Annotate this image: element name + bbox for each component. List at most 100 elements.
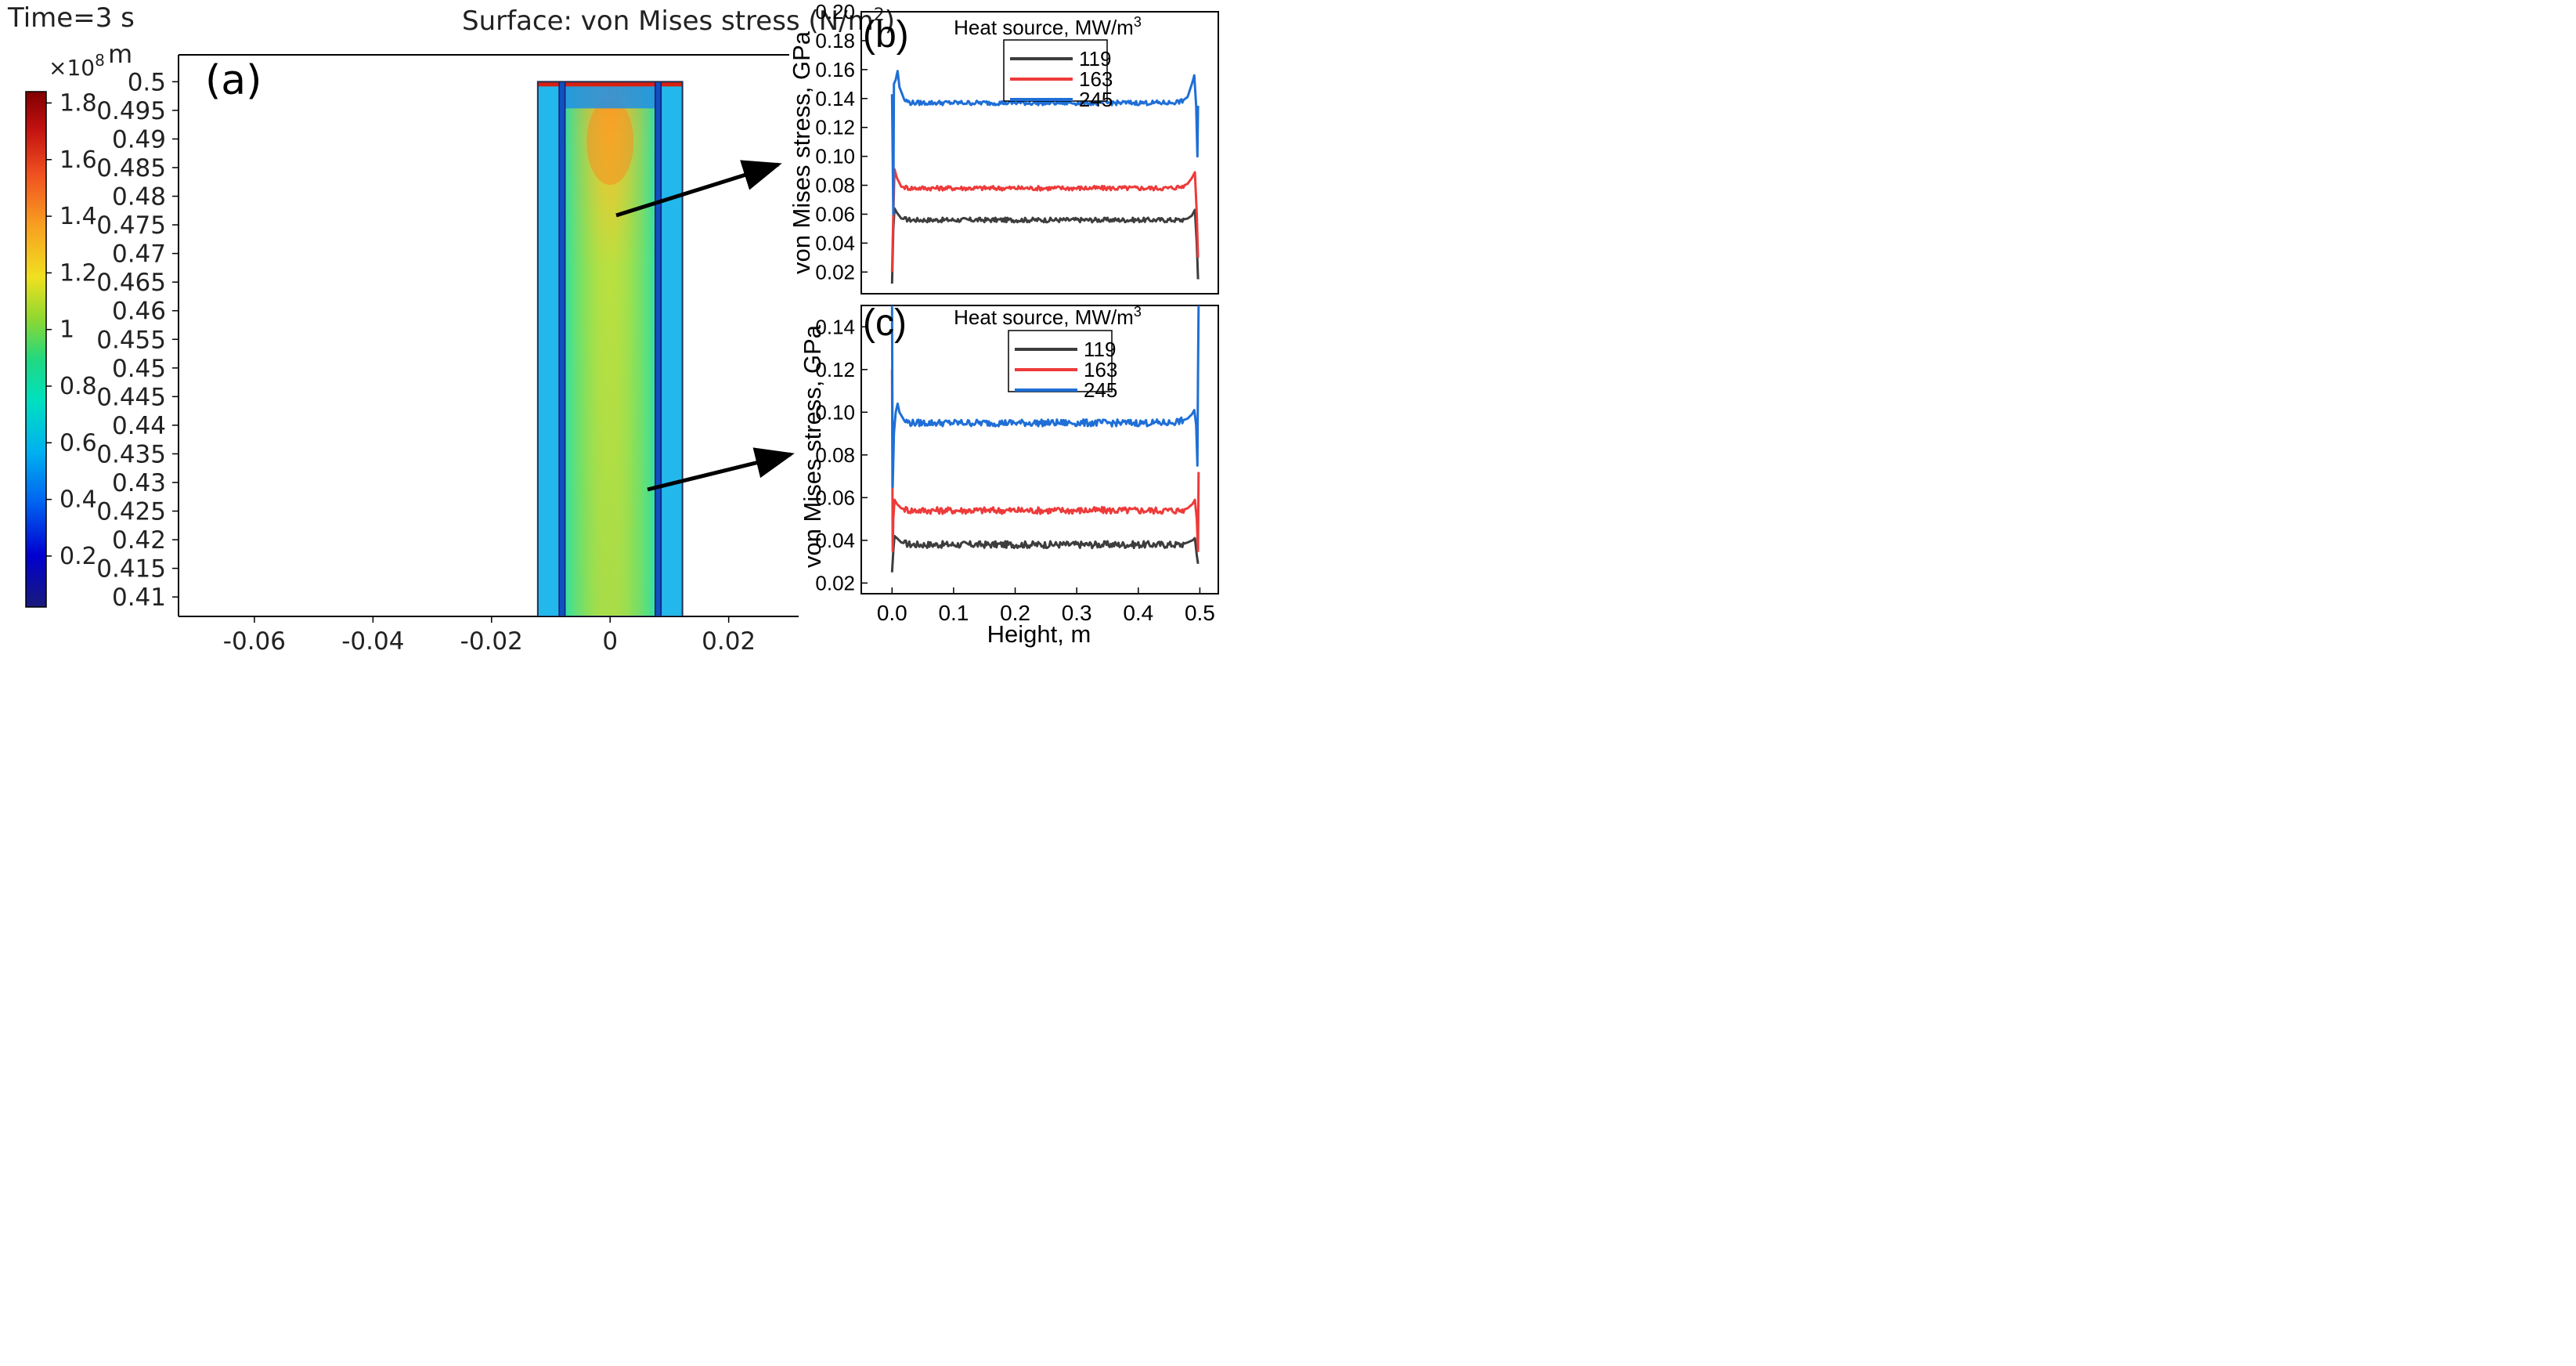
y-tick-label: 0.425 — [96, 498, 166, 526]
arrow-to-panel-b — [615, 160, 782, 218]
arrow-to-panel-c — [647, 447, 795, 492]
x-ticks: -0.06 -0.04 -0.02 0 0.02 — [223, 616, 756, 656]
colorbar-ticks: 1.8 1.6 1.4 1.2 1 0.8 0.6 0.4 0.2 — [46, 89, 97, 570]
heatmap-title: Surface: von Mises stress (N/m2) — [462, 5, 895, 37]
x-tick-label: 0.2 — [1000, 601, 1030, 625]
plot-frame-c — [860, 305, 1219, 594]
gap-strip — [655, 81, 661, 616]
colorbar: ×108 1.8 1.6 1.4 1.2 1 0.8 0.6 0.4 0.2 — [25, 51, 105, 608]
colorbar-tick-label: 0.8 — [60, 373, 97, 400]
panel-a-heatmap: Time=3 s Surface: von Mises stress (N/m2… — [7, 2, 895, 656]
y-tick-label: 0.08 — [815, 174, 855, 197]
y-tick-label: 0.18 — [815, 29, 855, 52]
y-tick-label: 0.46 — [112, 298, 166, 326]
y-tick-label: 0.42 — [112, 526, 166, 555]
top-hot-edge — [537, 81, 683, 87]
legend-label-119: 119 — [1084, 338, 1116, 361]
x-tick-label: 0.5 — [1185, 601, 1215, 625]
axis-unit-label: m — [108, 39, 132, 69]
y-tick-label: 0.44 — [112, 412, 166, 440]
y-axis-label-b: von Mises stress, GPa — [788, 31, 815, 274]
colorbar-tick-label: 0.4 — [60, 486, 97, 514]
y-tick-label: 0.49 — [112, 125, 166, 154]
y-tick-label: 0.43 — [112, 469, 166, 497]
y-tick-label: 0.06 — [815, 202, 855, 226]
x-tick-label: 0 — [602, 627, 618, 656]
y-tick-label: 0.20 — [815, 0, 855, 23]
y-tick-label: 0.435 — [96, 440, 166, 468]
series-line-245 — [890, 70, 1200, 215]
colorbar-multiplier: ×108 — [49, 51, 105, 81]
legend-title-b: Heat source, MW/m3 — [954, 14, 1142, 39]
series-line-245 — [890, 305, 1200, 489]
domain-outline — [536, 81, 684, 616]
y-tick-label: 0.16 — [815, 58, 855, 81]
y-ticks: 0.50.4950.490.4850.480.4750.470.4650.460… — [96, 68, 179, 612]
series-line-163 — [890, 168, 1200, 273]
colorbar-tick-label: 0.6 — [60, 429, 97, 457]
y-ticks-b: 0.20 0.18 0.16 0.14 0.12 0.10 0.08 0.06 0.04 0.02 — [815, 0, 868, 284]
y-tick-label: 0.04 — [815, 529, 855, 552]
y-tick-label: 0.14 — [815, 87, 855, 110]
colorbar-tick-label: 1.6 — [60, 146, 97, 174]
legend-label-163: 163 — [1079, 67, 1113, 91]
panel-label-c: (c) — [863, 302, 907, 344]
y-tick-label: 0.04 — [815, 231, 855, 255]
x-tick-label: 0.0 — [877, 601, 907, 625]
x-tick-label: 0.1 — [938, 601, 969, 625]
panel-b-line-chart: 0.20 0.18 0.16 0.14 0.12 0.10 0.08 0.06 0.04 0.02… — [788, 0, 1219, 295]
y-tick-label: 0.445 — [96, 383, 166, 411]
y-tick-label: 0.48 — [112, 183, 166, 211]
panel-label-b: (b) — [863, 14, 909, 56]
y-tick-label: 0.41 — [112, 584, 166, 612]
legend-label-119: 119 — [1079, 47, 1111, 70]
y-tick-label: 0.10 — [815, 145, 855, 168]
y-tick-label: 0.08 — [815, 443, 855, 467]
colorbar-tick-label: 1.4 — [60, 203, 97, 230]
colorbar-tick-label: 0.2 — [60, 543, 97, 570]
colorbar-tick-label: 1 — [60, 316, 74, 344]
y-tick-label: 0.495 — [96, 97, 166, 125]
gap-strip — [559, 81, 565, 616]
x-tick-label: 0.4 — [1123, 601, 1153, 625]
series-c — [890, 305, 1200, 573]
y-axis-label-c: von Mises stress, GPa — [799, 324, 826, 568]
y-tick-label: 0.10 — [815, 400, 855, 424]
legend-box — [1003, 39, 1108, 102]
y-tick-label: 0.47 — [112, 240, 166, 269]
x-tick-label: 0.02 — [702, 627, 756, 656]
colorbar-tick-label: 1.2 — [60, 259, 97, 287]
panel-c-line-chart: 0.140.120.100.080.060.040.02 0.0 0.1 0.2 0.… — [799, 302, 1219, 648]
y-tick-label: 0.455 — [96, 326, 166, 354]
y-tick-label: 0.485 — [96, 154, 166, 182]
series-line-119 — [890, 534, 1200, 573]
x-axis-label-c: Height, m — [987, 620, 1091, 648]
x-tick-label: 0.3 — [1062, 601, 1092, 625]
plot-frame-b — [860, 11, 1219, 295]
y-tick-label: 0.415 — [96, 555, 166, 584]
y-tick-label: 0.475 — [96, 211, 166, 240]
y-tick-label: 0.12 — [815, 116, 855, 139]
x-tick-label: -0.02 — [460, 627, 523, 656]
y-ticks-c: 0.14 0.12 0.10 0.08 0.06 0.04 0.02 — [815, 315, 868, 594]
y-tick-label: 0.12 — [815, 358, 855, 381]
colorbar-tick-label: 1.8 — [60, 89, 97, 117]
series-line-163 — [890, 369, 1200, 552]
y-tick-label: 0.465 — [96, 269, 166, 297]
x-ticks-c: 0.0 0.1 0.2 0.3 0.4 0.5 — [877, 587, 1215, 625]
y-tick-label: 0.5 — [128, 68, 166, 96]
hot-spot — [586, 99, 634, 186]
y-tick-label: 0.45 — [112, 355, 166, 383]
legend-label-245: 245 — [1084, 378, 1117, 402]
y-tick-label: 0.06 — [815, 486, 855, 509]
legend-box — [1008, 330, 1113, 392]
legend-title-c: Heat source, MW/m3 — [954, 304, 1142, 329]
legend-label-245: 245 — [1079, 88, 1113, 111]
y-tick-label: 0.14 — [815, 315, 855, 338]
y-tick-label: 0.02 — [815, 571, 855, 594]
y-tick-label: 0.02 — [815, 260, 855, 284]
series-line-119 — [890, 207, 1200, 284]
